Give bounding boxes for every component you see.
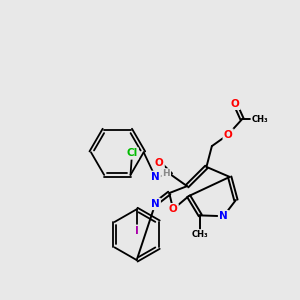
Text: N: N: [219, 211, 228, 221]
Text: O: O: [169, 204, 178, 214]
Text: CH₃: CH₃: [252, 115, 268, 124]
Text: O: O: [231, 99, 239, 109]
Text: N: N: [151, 172, 160, 182]
Text: CH₃: CH₃: [192, 230, 208, 239]
Text: I: I: [135, 226, 139, 236]
Text: O: O: [224, 130, 233, 140]
Text: Cl: Cl: [126, 148, 138, 158]
Text: O: O: [155, 158, 164, 168]
Text: N: N: [151, 199, 160, 209]
Text: H: H: [162, 169, 170, 178]
